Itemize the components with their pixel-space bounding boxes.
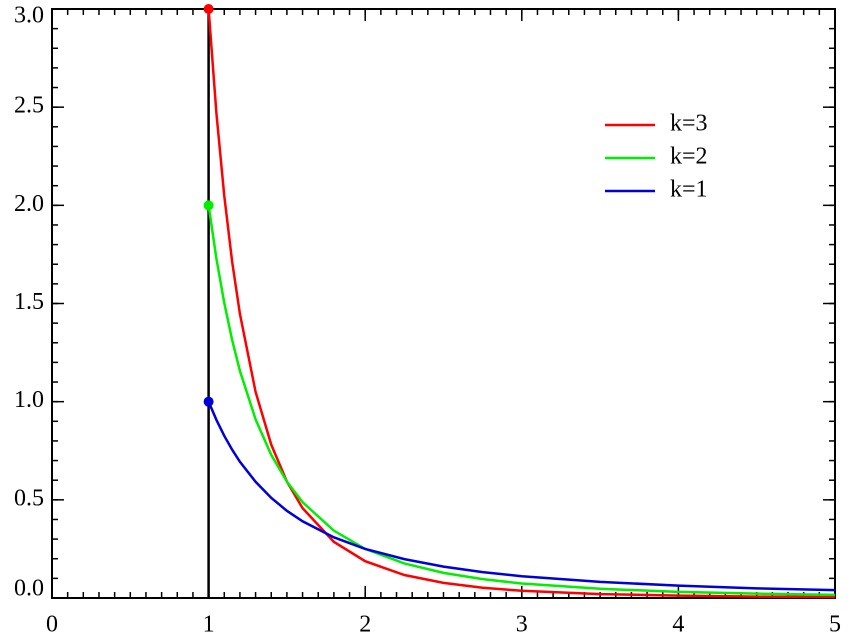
- legend-label: k=2: [670, 144, 708, 170]
- legend-label: k=3: [670, 111, 708, 137]
- plot-frame: [51, 8, 836, 599]
- x-tick-label: 3: [516, 612, 528, 638]
- x-tick-label: 5: [829, 612, 841, 638]
- start-point: [203, 396, 214, 407]
- series-line: [207, 205, 836, 597]
- x-tick-label: 4: [672, 612, 684, 638]
- y-tick-label: 0.5: [14, 485, 44, 511]
- y-tick-label: 0.0: [14, 576, 44, 602]
- y-tick-label: 1.0: [14, 387, 44, 413]
- start-point: [203, 200, 214, 211]
- series-line: [207, 401, 836, 592]
- series-line: [207, 8, 836, 599]
- legend-label: k=1: [670, 177, 708, 203]
- y-tick-label: 2.5: [14, 93, 44, 119]
- y-tick-label: 3.0: [14, 3, 44, 29]
- y-tick-label: 1.5: [14, 289, 44, 315]
- x-tick-label: 0: [46, 612, 58, 638]
- start-point: [203, 4, 214, 14]
- x-tick-label: 1: [203, 612, 215, 638]
- x-tick-label: 2: [359, 612, 371, 638]
- y-tick-label: 2.0: [14, 191, 44, 217]
